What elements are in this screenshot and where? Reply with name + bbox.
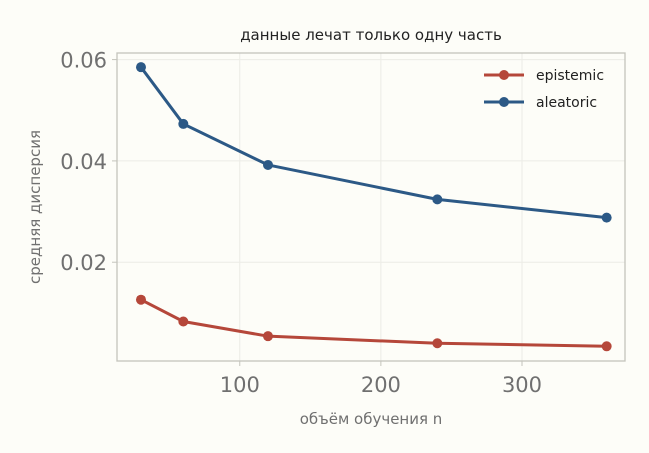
y-tick-label: 0.02 <box>60 251 107 275</box>
x-tick-label: 300 <box>502 373 542 397</box>
y-tick-label: 0.04 <box>60 150 107 174</box>
data-point-epistemic <box>135 294 146 305</box>
legend-swatch-marker <box>499 97 509 107</box>
data-point-aleatoric <box>178 118 189 129</box>
y-tick-label: 0.06 <box>60 49 107 73</box>
plot-frame <box>116 52 626 362</box>
legend-label: epistemic <box>536 68 604 84</box>
data-point-epistemic <box>262 331 273 342</box>
series-line-aleatoric <box>139 65 609 220</box>
data-point-aleatoric <box>432 194 443 205</box>
data-point-epistemic <box>432 338 443 349</box>
chart-title: данные лечат только одну часть <box>240 26 502 44</box>
legend: epistemic aleatoric <box>484 68 604 111</box>
x-tick-label: 100 <box>220 373 260 397</box>
series-line-epistemic <box>139 298 609 348</box>
series-layer <box>135 62 612 352</box>
grid-layer <box>117 53 625 361</box>
tick-layer: 100 200 300 0.02 0.04 0.06 <box>60 49 542 397</box>
data-point-epistemic <box>178 316 189 327</box>
data-point-aleatoric <box>135 62 146 73</box>
data-point-aleatoric <box>601 212 612 223</box>
x-tick-label: 200 <box>361 373 401 397</box>
y-axis-label: средняя дисперсия <box>26 130 44 284</box>
data-point-aleatoric <box>262 159 273 170</box>
legend-swatch-marker <box>499 70 509 80</box>
data-point-epistemic <box>601 341 612 352</box>
legend-label: aleatoric <box>536 95 597 111</box>
x-axis-label: объём обучения n <box>300 410 443 428</box>
